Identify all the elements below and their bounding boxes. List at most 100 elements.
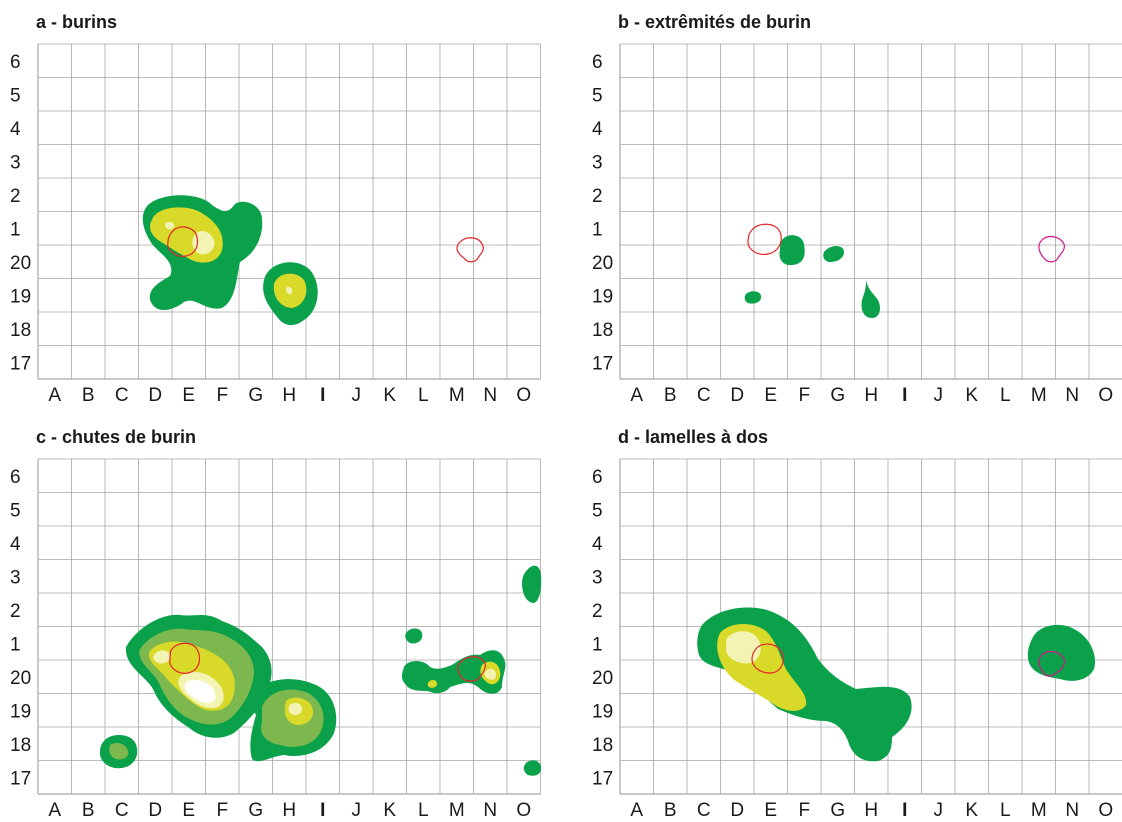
row-label: 6 xyxy=(592,52,603,73)
row-label: 17 xyxy=(10,354,31,375)
row-label: 1 xyxy=(10,635,21,656)
column-label: J xyxy=(352,800,362,821)
column-label: E xyxy=(182,385,195,406)
outline-red xyxy=(169,642,201,674)
column-label: K xyxy=(383,800,396,821)
column-label: D xyxy=(730,385,744,406)
row-label: 6 xyxy=(10,52,21,73)
density-zones xyxy=(697,607,1096,762)
density-zone-level-4 xyxy=(165,221,175,230)
row-label: 19 xyxy=(592,287,613,308)
column-label: J xyxy=(352,385,362,406)
column-label: N xyxy=(1065,800,1079,821)
row-label: 5 xyxy=(10,86,21,107)
density-zone-level-1 xyxy=(405,628,423,644)
row-label: 6 xyxy=(10,467,21,488)
density-zone-level-1 xyxy=(861,280,880,318)
row-label: 2 xyxy=(592,186,603,207)
row-label: 4 xyxy=(10,119,21,140)
density-zone-level-1 xyxy=(779,235,805,266)
row-label: 1 xyxy=(592,220,603,241)
column-label: G xyxy=(830,385,845,406)
row-label: 3 xyxy=(592,153,603,174)
column-label: D xyxy=(730,800,744,821)
column-label: A xyxy=(630,800,643,821)
column-label: C xyxy=(697,385,711,406)
column-label: E xyxy=(182,800,195,821)
outlines xyxy=(169,642,486,682)
row-label: 2 xyxy=(592,601,603,622)
row-label: 18 xyxy=(592,320,613,341)
panel-title: c - chutes de burin xyxy=(36,427,197,447)
density-zone-level-4 xyxy=(192,231,215,255)
row-label: 20 xyxy=(592,253,613,274)
column-label: B xyxy=(664,800,677,821)
density-zones xyxy=(142,195,318,326)
density-zone-level-4 xyxy=(153,650,171,664)
column-label: C xyxy=(697,800,711,821)
column-label: C xyxy=(115,800,129,821)
column-label: I xyxy=(902,385,907,406)
outline-red xyxy=(167,226,199,257)
column-label: B xyxy=(82,800,95,821)
outline-magenta xyxy=(1038,235,1065,263)
column-label: D xyxy=(148,385,162,406)
column-label: K xyxy=(965,385,978,406)
outline-red xyxy=(457,656,486,682)
density-zones xyxy=(744,235,880,318)
column-label: F xyxy=(798,800,810,821)
column-label: G xyxy=(830,800,845,821)
column-label: N xyxy=(1065,385,1079,406)
row-label: 4 xyxy=(592,534,603,555)
column-label: G xyxy=(248,385,263,406)
row-label: 1 xyxy=(10,220,21,241)
panel-a: a - burins A B C D E F G H I J K L M N O 6 5 4 3 2 1 20 19 18 17 xyxy=(0,0,560,407)
density-zone-level-4 xyxy=(726,631,761,664)
row-label: 18 xyxy=(10,735,31,756)
column-label: F xyxy=(216,800,228,821)
column-label: F xyxy=(216,385,228,406)
column-label: K xyxy=(383,385,396,406)
panel-title: d - lamelles à dos xyxy=(618,427,769,447)
panel-title: b - extrêmités de burin xyxy=(618,12,812,32)
row-label: 20 xyxy=(592,668,613,689)
column-label: A xyxy=(48,385,61,406)
column-label: O xyxy=(516,385,531,406)
column-label: N xyxy=(483,800,497,821)
density-zone-level-1 xyxy=(522,565,542,603)
density-zone-level-2 xyxy=(109,743,129,760)
column-label: B xyxy=(664,385,677,406)
row-label: 3 xyxy=(10,153,21,174)
row-label: 17 xyxy=(592,354,613,375)
density-zone-level-1 xyxy=(523,760,542,776)
row-label: 18 xyxy=(592,735,613,756)
outlines xyxy=(747,223,1065,263)
outline-magenta xyxy=(1038,650,1065,677)
row-label: 1 xyxy=(592,635,603,656)
column-label: A xyxy=(48,800,61,821)
row-label: 17 xyxy=(10,769,31,790)
row-label: 19 xyxy=(10,287,31,308)
column-label: H xyxy=(864,385,878,406)
panel-title: a - burins xyxy=(36,12,118,32)
density-zone-level-3 xyxy=(427,680,438,688)
outlines xyxy=(751,643,1065,677)
column-label: I xyxy=(902,800,907,821)
column-label: L xyxy=(418,800,429,821)
column-label: F xyxy=(798,385,810,406)
outlines xyxy=(167,226,484,263)
column-label: I xyxy=(320,800,325,821)
row-label: 6 xyxy=(592,467,603,488)
column-label: O xyxy=(1098,800,1113,821)
column-label: O xyxy=(516,800,531,821)
row-label: 3 xyxy=(10,568,21,589)
column-label: H xyxy=(282,800,296,821)
column-label: G xyxy=(248,800,263,821)
density-zone-level-4 xyxy=(285,286,293,295)
column-label: C xyxy=(115,385,129,406)
